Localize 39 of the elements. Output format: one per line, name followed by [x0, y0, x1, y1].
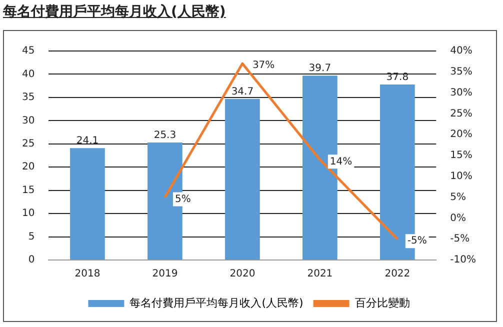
y-tick-label: 25: [22, 138, 35, 150]
data-label: 39.7: [308, 63, 332, 74]
y2-tick-label: 20%: [450, 129, 472, 140]
y-tick-label: 35: [22, 92, 35, 104]
data-label: -5%: [407, 236, 427, 247]
y2-tick-label: -5%: [450, 234, 470, 245]
y2-tick-label: 15%: [450, 150, 472, 162]
data-label: 5%: [174, 194, 191, 205]
y2-tick-label: -10%: [450, 254, 476, 266]
bar: [70, 148, 105, 260]
data-label: 37%: [252, 60, 275, 72]
y2-tick-label: 30%: [450, 87, 472, 98]
y-tick-label: 40: [22, 68, 35, 80]
legend-label: 百分比變動: [354, 296, 410, 310]
data-label: 14%: [330, 156, 352, 168]
x-tick-label: 2020: [230, 268, 256, 280]
y2-tick-label: 5%: [450, 192, 466, 203]
data-label: 24.1: [76, 136, 99, 147]
y-tick-label: 30: [22, 115, 35, 126]
x-tick-label: 2021: [307, 268, 333, 280]
x-tick-label: 2019: [152, 268, 178, 280]
y-tick-label: 15: [22, 184, 35, 196]
legend-label: 每名付費用戶平均每月收入(人民幣): [130, 296, 304, 310]
y-tick-label: 10: [22, 208, 35, 220]
y-tick-label: 5: [28, 231, 35, 242]
data-label: 34.7: [231, 86, 254, 98]
x-tick-label: 2022: [384, 268, 410, 280]
y-tick-label: 0: [28, 254, 35, 266]
x-tick-label: 2018: [74, 268, 100, 280]
bar: [225, 98, 260, 260]
y2-tick-label: 25%: [450, 108, 472, 120]
y2-tick-label: 40%: [450, 46, 472, 57]
y2-tick-label: 10%: [450, 170, 472, 182]
data-label: 25.3: [154, 130, 176, 142]
y2-tick-label: 0%: [450, 212, 466, 224]
y-tick-label: 20: [22, 162, 35, 173]
y-tick-label: 45: [22, 46, 35, 57]
y2-tick-label: 35%: [450, 66, 472, 78]
chart-title: 每名付費用戶平均每月收入(人民幣): [3, 3, 226, 21]
